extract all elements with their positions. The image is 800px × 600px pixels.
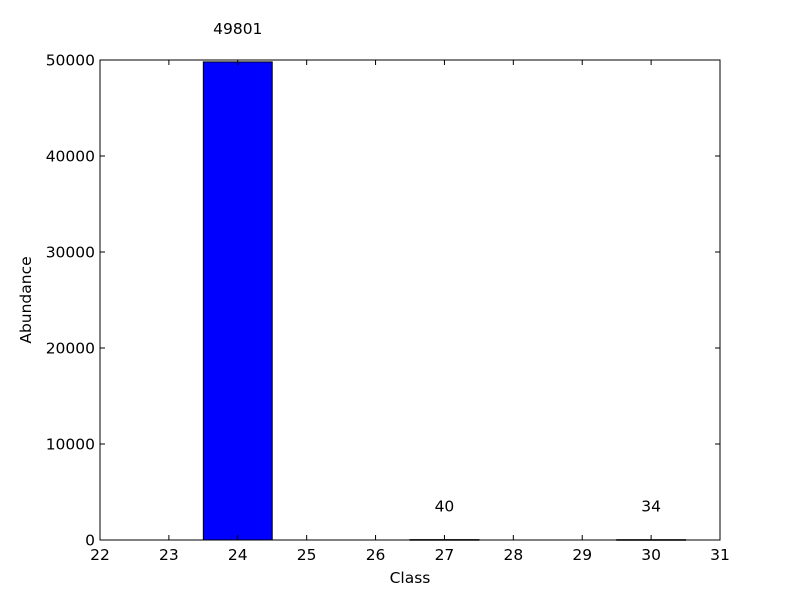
plot-area-frame <box>99 59 721 541</box>
y-tick-label-50000: 50000 <box>46 52 95 70</box>
x-tick-label-23: 23 <box>159 546 179 564</box>
x-tick-label-25: 25 <box>297 546 317 564</box>
x-tick-label-27: 27 <box>435 546 455 564</box>
y-tick-label-20000: 20000 <box>46 340 95 358</box>
x-tick-label-22: 22 <box>90 546 110 564</box>
x-tick-label-29: 29 <box>572 546 592 564</box>
y-tick-label-0: 0 <box>85 532 95 550</box>
x-tick-label-26: 26 <box>366 546 386 564</box>
data-label-class-30: 34 <box>641 498 661 516</box>
bars-layer <box>202 61 687 541</box>
x-tick-label-28: 28 <box>503 546 523 564</box>
bar-class-24 <box>202 61 273 541</box>
data-label-class-27: 40 <box>435 498 455 516</box>
x-tick-labels: 22 23 24 25 26 27 28 29 30 31 <box>90 546 730 564</box>
y-axis-label: Abundance <box>17 256 35 343</box>
y-tick-labels: 0 10000 20000 30000 40000 50000 <box>46 52 95 550</box>
y-tick-label-30000: 30000 <box>46 244 95 262</box>
data-label-class-24: 49801 <box>213 20 262 38</box>
x-tick-label-24: 24 <box>228 546 248 564</box>
x-axis-label: Class <box>390 569 431 587</box>
y-tick-label-40000: 40000 <box>46 148 95 166</box>
ticks-layer <box>99 59 721 541</box>
data-labels-layer: 49801 40 34 <box>213 20 661 516</box>
x-tick-label-31: 31 <box>710 546 730 564</box>
x-tick-label-30: 30 <box>641 546 661 564</box>
y-tick-label-10000: 10000 <box>46 436 95 454</box>
